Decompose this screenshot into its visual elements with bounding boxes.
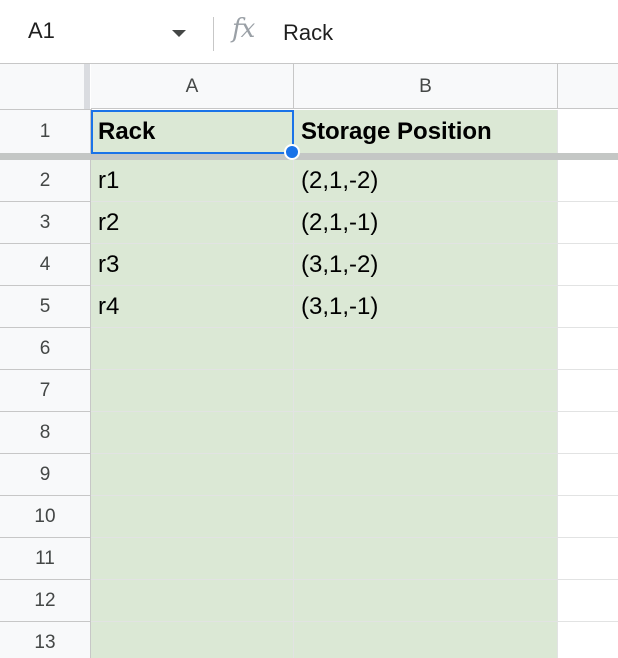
cell-a13[interactable]	[91, 622, 294, 658]
cell-c2[interactable]	[558, 160, 618, 202]
name-box[interactable]: A1	[28, 18, 55, 43]
cell-b7[interactable]	[294, 370, 558, 412]
cell-b3[interactable]: (2,1,-1)	[294, 202, 558, 244]
formula-bar-divider	[213, 17, 214, 51]
cell-a3[interactable]: r2	[91, 202, 294, 244]
cell-a6[interactable]	[91, 328, 294, 370]
cell-b5[interactable]: (3,1,-1)	[294, 286, 558, 328]
row-header-7[interactable]: 7	[0, 370, 91, 412]
formula-input[interactable]: Rack	[283, 20, 334, 45]
cell-a9[interactable]	[91, 454, 294, 496]
cell-c12[interactable]	[558, 580, 618, 622]
row-header-12[interactable]: 12	[0, 580, 91, 622]
cell-a7[interactable]	[91, 370, 294, 412]
cell-b13[interactable]	[294, 622, 558, 658]
cell-a12[interactable]	[91, 580, 294, 622]
formula-bar: A1 fx Rack	[0, 0, 618, 64]
cell-a4[interactable]: r3	[91, 244, 294, 286]
row-header-11[interactable]: 11	[0, 538, 91, 580]
cell-c8[interactable]	[558, 412, 618, 454]
cell-c10[interactable]	[558, 496, 618, 538]
cell-a10[interactable]	[91, 496, 294, 538]
cell-b4[interactable]: (3,1,-2)	[294, 244, 558, 286]
row-header-8[interactable]: 8	[0, 412, 91, 454]
cell-b6[interactable]	[294, 328, 558, 370]
cell-b9[interactable]	[294, 454, 558, 496]
cell-b12[interactable]	[294, 580, 558, 622]
fill-handle[interactable]	[284, 144, 300, 160]
row-header-4[interactable]: 4	[0, 244, 91, 286]
cell-a1[interactable]: Rack	[91, 110, 294, 154]
column-freeze-handle[interactable]	[84, 64, 90, 109]
row-header-1[interactable]: 1	[0, 110, 91, 154]
cell-c9[interactable]	[558, 454, 618, 496]
cell-c7[interactable]	[558, 370, 618, 412]
select-all-corner[interactable]	[0, 64, 84, 109]
cell-b2[interactable]: (2,1,-2)	[294, 160, 558, 202]
fx-icon: fx	[232, 14, 255, 44]
row-header-10[interactable]: 10	[0, 496, 91, 538]
column-header-a[interactable]: A	[91, 64, 294, 109]
column-header-b[interactable]: B	[294, 64, 558, 109]
cell-c4[interactable]	[558, 244, 618, 286]
cell-b10[interactable]	[294, 496, 558, 538]
cell-a5[interactable]: r4	[91, 286, 294, 328]
corner-divider	[0, 109, 92, 110]
cell-c6[interactable]	[558, 328, 618, 370]
cell-c3[interactable]	[558, 202, 618, 244]
chevron-down-icon[interactable]	[172, 30, 186, 37]
cell-c5[interactable]	[558, 286, 618, 328]
row-header-3[interactable]: 3	[0, 202, 91, 244]
row-header-9[interactable]: 9	[0, 454, 91, 496]
cell-c13[interactable]	[558, 622, 618, 658]
cell-c11[interactable]	[558, 538, 618, 580]
cell-b11[interactable]	[294, 538, 558, 580]
cell-a8[interactable]	[91, 412, 294, 454]
row-header-5[interactable]: 5	[0, 286, 91, 328]
cell-c1[interactable]	[558, 110, 618, 154]
cell-a2[interactable]: r1	[91, 160, 294, 202]
cell-b1[interactable]: Storage Position	[294, 110, 558, 154]
cell-a11[interactable]	[91, 538, 294, 580]
row-header-2[interactable]: 2	[0, 160, 91, 202]
row-header-13[interactable]: 13	[0, 622, 91, 658]
column-header-c[interactable]	[558, 64, 618, 109]
row-freeze-handle[interactable]	[0, 153, 618, 160]
cell-b8[interactable]	[294, 412, 558, 454]
row-header-6[interactable]: 6	[0, 328, 91, 370]
